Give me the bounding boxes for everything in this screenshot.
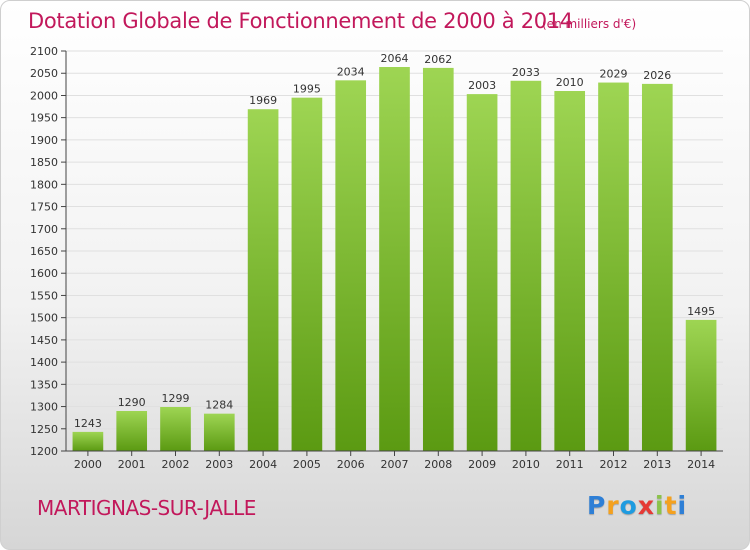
y-tick-label: 1350	[30, 378, 58, 391]
bar-2012	[598, 82, 629, 452]
x-tick-label: 2012	[600, 458, 628, 471]
logo-letter: i	[677, 491, 688, 520]
y-tick-label: 1250	[30, 423, 58, 436]
bar-2010	[510, 80, 542, 452]
logo-letter: i	[655, 491, 665, 520]
bar-2005	[291, 97, 323, 452]
y-tick-label: 1300	[30, 401, 58, 414]
x-tick-label: 2005	[293, 458, 321, 471]
data-label: 2003	[468, 79, 496, 92]
x-tick-label: 2010	[512, 458, 540, 471]
y-tick-label: 1700	[30, 223, 58, 236]
y-tick-label: 1900	[30, 134, 58, 147]
data-label: 2034	[337, 65, 365, 78]
y-tick-label: 1850	[30, 156, 58, 169]
x-tick-label: 2001	[118, 458, 146, 471]
bar-2001	[116, 411, 148, 451]
bar-2014	[685, 319, 717, 451]
bar-2002	[160, 407, 191, 451]
bar-2009	[466, 94, 498, 451]
bar-2013	[641, 83, 673, 451]
y-tick-label: 1650	[30, 245, 58, 258]
data-labels: 1243 1290 1299 1284 1969 1995 2034 2064 2062 2003…	[74, 52, 715, 430]
data-label: 1969	[249, 94, 277, 107]
y-tick-label: 1950	[30, 112, 58, 125]
x-tick-label: 2013	[643, 458, 671, 471]
y-tick-label: 2000	[30, 89, 58, 102]
data-label: 2064	[381, 52, 409, 65]
y-tick-label: 1450	[30, 334, 58, 347]
data-label: 1290	[118, 396, 146, 409]
y-tick-label: 1600	[30, 267, 58, 280]
x-tick-label: 2011	[556, 458, 584, 471]
y-tick-label: 1200	[30, 445, 58, 458]
data-label: 1284	[205, 399, 233, 412]
data-label: 2026	[643, 69, 671, 82]
data-label: 2062	[424, 53, 452, 66]
data-label: 1495	[687, 305, 715, 318]
axes: 1200 1250 1300 1350 1400 1450 1500 1550 1600 1650…	[30, 45, 723, 471]
y-tick-label: 1800	[30, 178, 58, 191]
data-label: 1995	[293, 83, 321, 96]
commune-name: MARTIGNAS-SUR-JALLE	[37, 496, 256, 520]
data-label: 2010	[556, 76, 584, 89]
y-tick-label: 1500	[30, 312, 58, 325]
x-tick-label: 2008	[424, 458, 452, 471]
x-tick-label: 2006	[337, 458, 365, 471]
y-tick-label: 1400	[30, 356, 58, 369]
data-label: 1243	[74, 417, 102, 430]
chart-title: Dotation Globale de Fonctionnement de 20…	[28, 9, 573, 33]
data-label: 2033	[512, 66, 540, 79]
x-tick-label: 2007	[381, 458, 409, 471]
logo-letter: t	[664, 491, 678, 520]
bar-2011	[554, 91, 586, 451]
x-tick-label: 2004	[249, 458, 277, 471]
bar-2008	[422, 67, 454, 451]
bar-2007	[379, 67, 410, 451]
x-tick-label: 2002	[162, 458, 190, 471]
logo-letter: P	[587, 491, 607, 520]
bar-2003	[203, 413, 235, 451]
x-tick-label: 2009	[468, 458, 496, 471]
bar-2006	[335, 80, 367, 451]
logo-letter: r	[606, 491, 620, 520]
x-tick-label: 2003	[205, 458, 233, 471]
y-tick-label: 2050	[30, 67, 58, 80]
x-tick-label: 2000	[74, 458, 102, 471]
logo-letter: x	[637, 491, 655, 520]
chart-subtitle: (en milliers d'€)	[542, 17, 637, 31]
y-tick-label: 1750	[30, 201, 58, 214]
bar-2000	[72, 431, 104, 451]
y-tick-label: 2100	[30, 45, 58, 58]
bar-2004	[247, 109, 279, 451]
proxiti-logo: Proxiti	[587, 491, 687, 520]
data-label: 2029	[600, 68, 628, 81]
data-label: 1299	[162, 392, 190, 405]
logo-letter: o	[619, 491, 638, 520]
y-tick-label: 1550	[30, 289, 58, 302]
x-tick-label: 2014	[687, 458, 715, 471]
bars	[72, 67, 717, 452]
